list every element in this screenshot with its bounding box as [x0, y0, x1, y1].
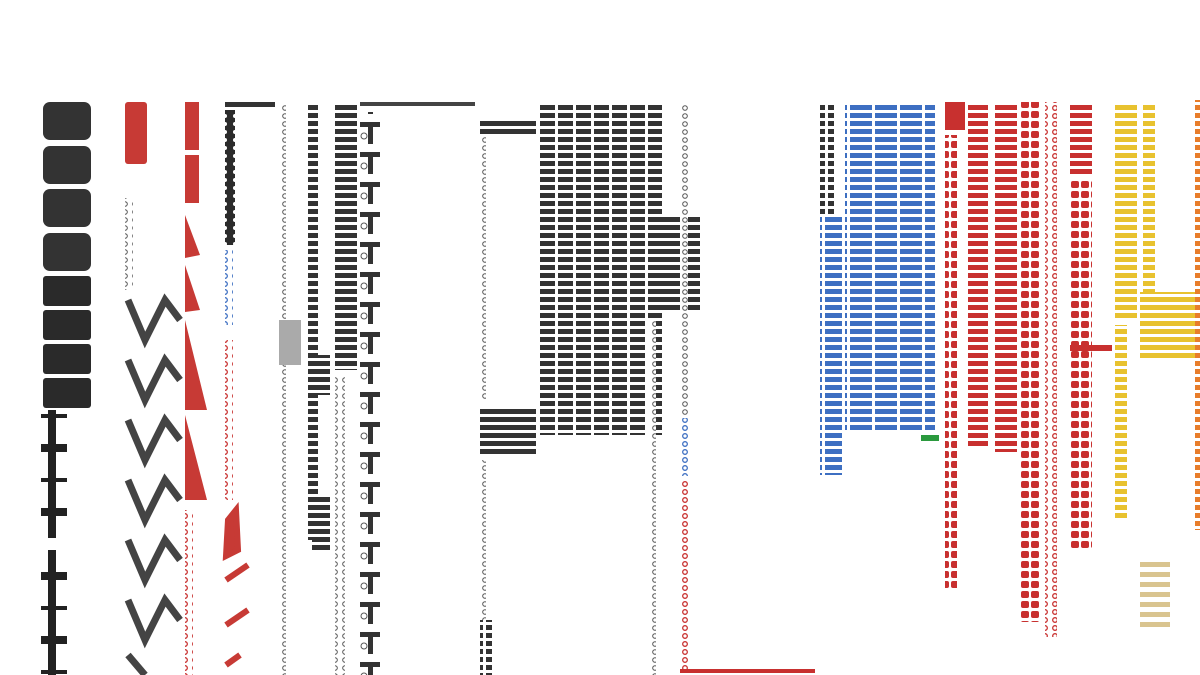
red-parts: [125, 102, 1112, 675]
beam: [185, 510, 193, 675]
pins: [945, 135, 957, 590]
axles: [995, 102, 1017, 452]
connectors: [360, 112, 384, 675]
axles: [335, 105, 357, 370]
axles: [845, 102, 920, 432]
pin: [921, 435, 939, 441]
beam: [680, 105, 688, 415]
axle: [360, 102, 475, 106]
beam: [680, 418, 690, 476]
small-parts: [820, 102, 834, 214]
axles: [1140, 292, 1195, 360]
axles: [480, 408, 536, 456]
pins: [480, 620, 492, 675]
pins: [1143, 102, 1155, 320]
plate: [279, 320, 301, 365]
panel: [43, 276, 91, 306]
beam: [225, 110, 235, 245]
axles: [820, 215, 842, 475]
panel: [125, 102, 147, 164]
seat: [43, 189, 91, 227]
panel: [185, 102, 199, 150]
panel: [43, 344, 91, 374]
beam: [225, 250, 233, 325]
panel: [43, 378, 91, 408]
parts: [1115, 325, 1127, 520]
axles: [968, 102, 988, 447]
axle: [680, 669, 815, 673]
pins: [308, 105, 318, 540]
seat: [43, 102, 91, 140]
axles: [1195, 100, 1200, 530]
beam: [335, 375, 345, 675]
axle: [1070, 345, 1112, 351]
dark-parts: [41, 102, 834, 675]
axles: [312, 355, 330, 395]
axles: [648, 215, 700, 310]
seat: [43, 233, 91, 271]
beam: [648, 320, 656, 675]
connectors: [1020, 102, 1040, 622]
beam: [478, 135, 486, 400]
axles: [312, 495, 330, 550]
beam: [225, 340, 233, 500]
bent-beams: [222, 501, 250, 668]
light-beams: [125, 105, 688, 675]
axles: [1070, 102, 1092, 174]
beam: [225, 102, 275, 107]
beam: [478, 460, 486, 620]
axles: [480, 118, 536, 134]
beam: [278, 105, 286, 675]
beam: [680, 480, 690, 670]
pins: [1140, 560, 1170, 630]
block: [945, 102, 965, 130]
axles: [1115, 102, 1137, 320]
panel: [43, 310, 91, 340]
pins: [920, 102, 935, 432]
frame: [41, 410, 67, 538]
beam: [1045, 102, 1057, 637]
frame: [41, 550, 67, 675]
axle-grid: [540, 103, 662, 435]
seat: [43, 146, 91, 184]
yellow-orange-parts: [1115, 100, 1200, 630]
blue-parts: [225, 102, 939, 476]
arms: [124, 293, 183, 675]
parts: [1070, 180, 1092, 550]
beam: [125, 198, 133, 290]
panels: [185, 215, 207, 500]
panel: [185, 155, 199, 203]
